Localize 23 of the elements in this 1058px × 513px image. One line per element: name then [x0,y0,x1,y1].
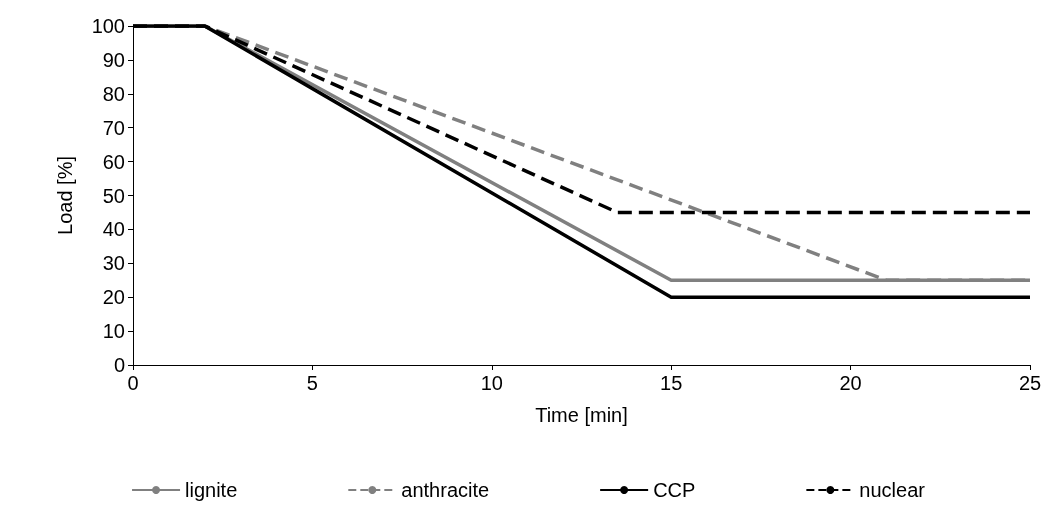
legend-label: lignite [185,479,238,501]
y-tick-label: 100 [91,15,125,37]
x-tick-label: 0 [127,372,139,394]
y-tick-label: 10 [102,320,125,343]
y-tick-label: 90 [102,48,125,71]
x-tick-label: 15 [660,372,683,394]
legend-label: nuclear [859,479,926,501]
x-tick-label: 25 [1018,372,1042,394]
y-tick-label: 70 [102,116,125,139]
y-tick-label: 50 [102,184,125,207]
y-tick-label: 40 [102,218,125,241]
x-tick-label: 10 [480,372,503,394]
legend-label: CCP [653,479,696,501]
y-tick-label: 80 [102,82,125,105]
y-tick-label: 60 [102,150,125,173]
y-axis-title: Load [%] [54,156,76,235]
x-axis-title: Time [min] [535,404,628,426]
x-tick-label: 5 [306,372,318,394]
y-tick-label: 0 [113,354,125,376]
y-tick-label: 30 [102,252,125,275]
y-tick-label: 20 [102,286,125,309]
x-tick-label: 20 [839,372,862,394]
legend-label: anthracite [401,479,490,501]
